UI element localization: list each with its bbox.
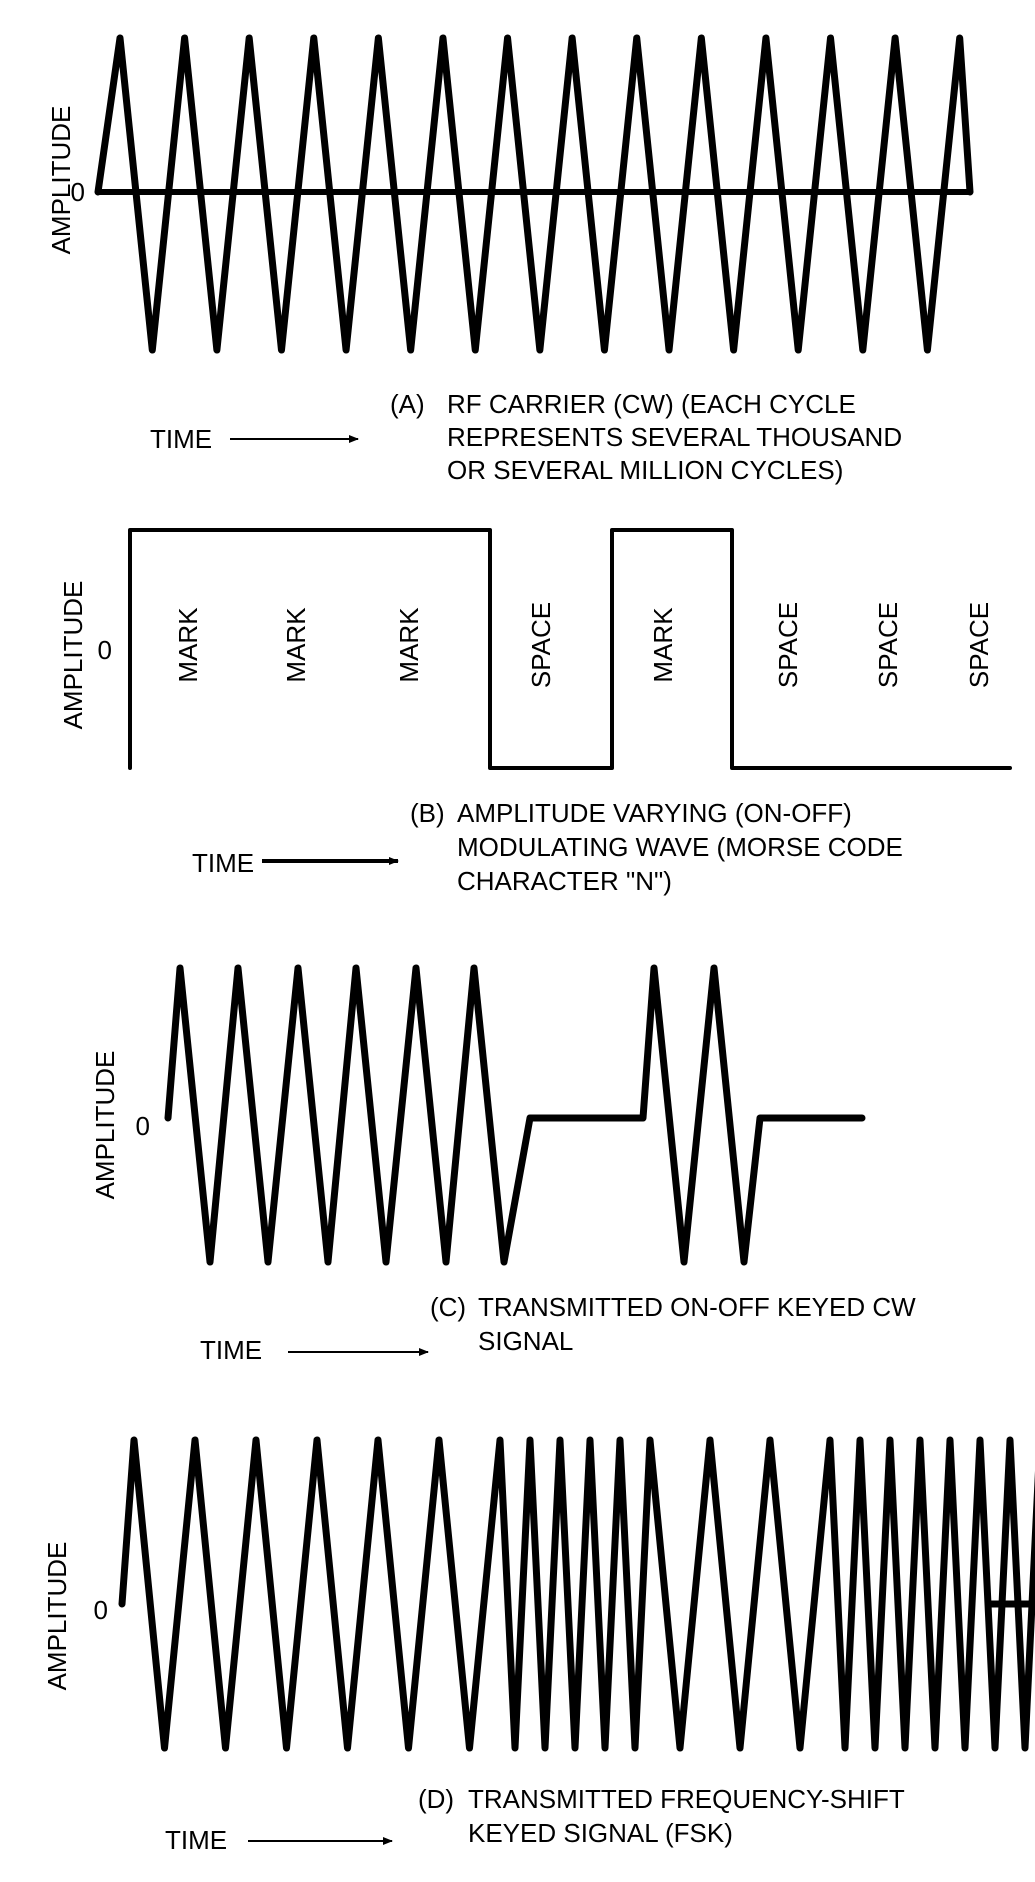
panel-b-time-label: TIME bbox=[192, 848, 254, 878]
panel-a-time-label: TIME bbox=[150, 424, 212, 454]
panel-a-caption-line-3: OR SEVERAL MILLION CYCLES) bbox=[447, 455, 843, 485]
panel-c-zero-label: 0 bbox=[136, 1111, 150, 1141]
panel-c-amplitude-label: AMPLITUDE bbox=[90, 1051, 120, 1200]
panel-b-caption-line-3: CHARACTER "N") bbox=[457, 866, 672, 896]
panel-b-segment-label-3: MARK bbox=[394, 607, 424, 683]
panel-d-time-label: TIME bbox=[165, 1825, 227, 1855]
panel-b-segment-labels: MARK MARK MARK SPACE MARK SPACE SPACE SPACE bbox=[173, 602, 994, 688]
panel-a-caption-line-1: RF CARRIER (CW) (EACH CYCLE bbox=[447, 389, 856, 419]
panel-b-caption-line-2: MODULATING WAVE (MORSE CODE bbox=[457, 832, 903, 862]
panel-c-time-label: TIME bbox=[200, 1335, 262, 1365]
panel-b-caption-letter: (B) bbox=[410, 798, 445, 828]
panel-a-carrier-wave bbox=[94, 34, 974, 354]
panel-d-fsk-wave bbox=[118, 1436, 1035, 1752]
panel-c-caption-line-2: SIGNAL bbox=[478, 1326, 573, 1356]
panel-c-caption-letter: (C) bbox=[430, 1292, 466, 1322]
panel-c-caption-line-1: TRANSMITTED ON-OFF KEYED CW bbox=[478, 1292, 916, 1322]
panel-a-caption-line-2: REPRESENTS SEVERAL THOUSAND bbox=[447, 422, 902, 452]
panel-b-modulating-wave bbox=[128, 528, 1012, 770]
panel-b-zero-label: 0 bbox=[98, 635, 112, 665]
panel-b: AMPLITUDE 0 MARK MARK MARK SPACE MARK SPACE SP… bbox=[58, 528, 1012, 896]
panel-b-caption-line-1: AMPLITUDE VARYING (ON-OFF) bbox=[457, 798, 852, 828]
panel-d-amplitude-label: AMPLITUDE bbox=[42, 1542, 72, 1691]
panel-b-amplitude-label: AMPLITUDE bbox=[58, 581, 88, 730]
panel-b-segment-label-1: MARK bbox=[173, 607, 203, 683]
panel-d-caption-line-2: KEYED SIGNAL (FSK) bbox=[468, 1818, 733, 1848]
panel-a: AMPLITUDE 0 TIME (A) RF CARRIER (CW) (EA… bbox=[46, 34, 974, 485]
panel-d-zero-label: 0 bbox=[94, 1595, 108, 1625]
panel-b-segment-label-6: SPACE bbox=[773, 602, 803, 688]
panel-d-caption-letter: (D) bbox=[418, 1784, 454, 1814]
panel-b-segment-label-5: MARK bbox=[648, 607, 678, 683]
panel-a-zero-label: 0 bbox=[71, 177, 85, 207]
panel-d-caption-line-1: TRANSMITTED FREQUENCY-SHIFT bbox=[468, 1784, 905, 1814]
panel-a-caption-letter: (A) bbox=[390, 389, 425, 419]
panel-b-segment-label-4: SPACE bbox=[526, 602, 556, 688]
panel-b-segment-label-8: SPACE bbox=[964, 602, 994, 688]
panel-c: AMPLITUDE 0 TIME (C) TRANSMITTED ON-OFF … bbox=[90, 964, 916, 1365]
panel-a-amplitude-label: AMPLITUDE bbox=[46, 106, 76, 255]
panel-d: AMPLITUDE 0 TIME (D) TRANSMITTED FREQUEN… bbox=[42, 1436, 1035, 1855]
panel-b-segment-label-7: SPACE bbox=[873, 602, 903, 688]
panel-b-segment-label-2: MARK bbox=[281, 607, 311, 683]
panel-c-on-off-keyed-wave bbox=[164, 964, 866, 1266]
